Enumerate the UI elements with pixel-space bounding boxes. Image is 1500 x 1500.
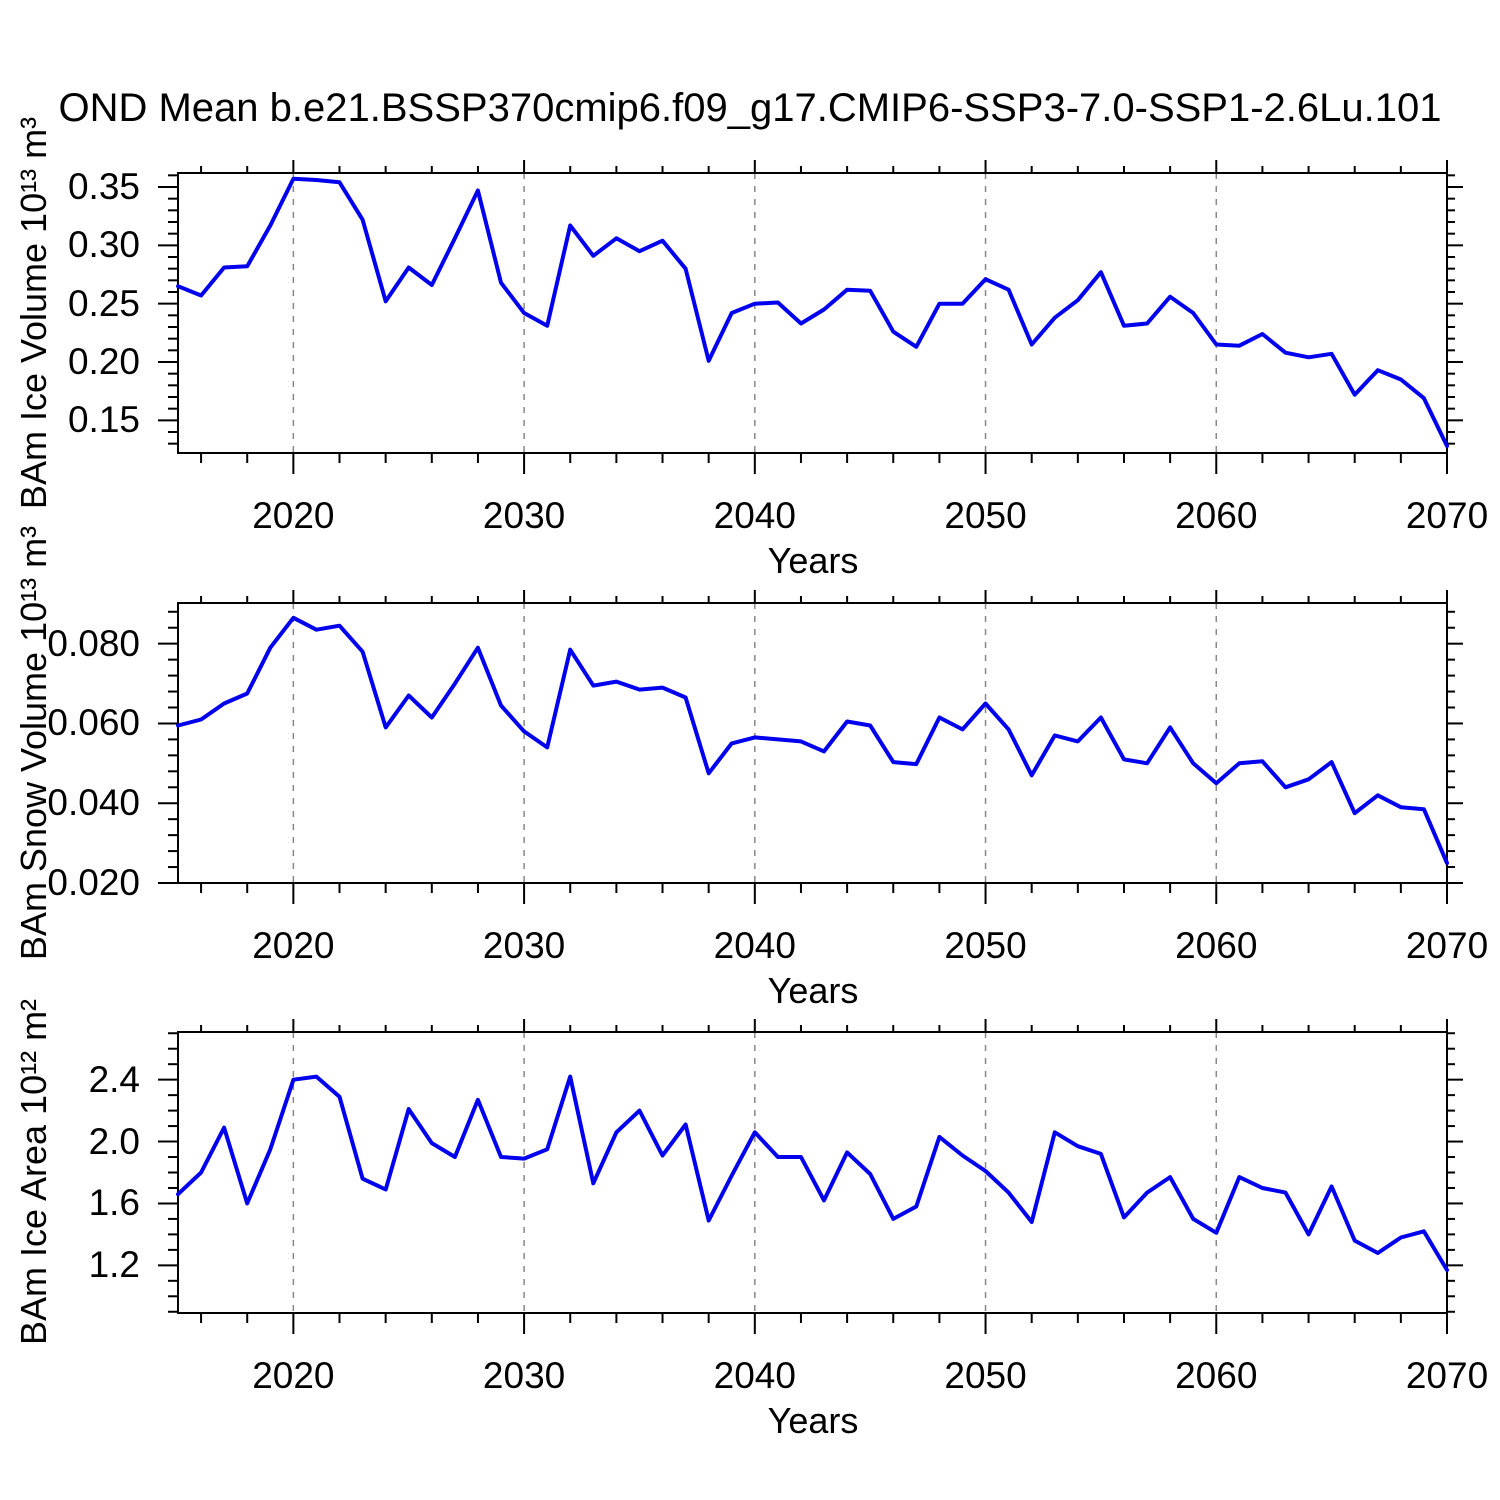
x-tick-label-2070: 2070	[1405, 925, 1489, 966]
y-tick-label: 0.080	[47, 622, 140, 664]
plot-frame	[177, 1031, 1448, 1314]
x-tick-label-2070: 2070	[1405, 1355, 1489, 1396]
x-tick-label-2050: 2050	[944, 1355, 1027, 1396]
data-line-1	[176, 176, 1449, 448]
x-tick-label-2020: 2020	[252, 1355, 335, 1396]
plot-frame	[177, 172, 1448, 454]
x-tick-label-2050: 2050	[944, 495, 1027, 536]
y-axis-title-snow-volume: BAm Snow Volume 10¹³ m³	[13, 525, 54, 961]
x-tick-label-2060: 2060	[1175, 1355, 1258, 1396]
y-tick-label: 0.020	[47, 862, 140, 903]
x-tick-label-2020: 2020	[252, 925, 335, 966]
y-tick-label: 0.35	[67, 166, 140, 207]
x-axis-title-1: Years	[767, 540, 859, 581]
x-tick-label-2040: 2040	[713, 1355, 796, 1396]
x-tick-label-2060: 2060	[1175, 925, 1258, 966]
x-tick-label-2030: 2030	[482, 925, 566, 966]
chart-panel-1	[158, 160, 1463, 474]
y-axis-title-ice-volume: BAm Ice Volume 10¹³ m³	[13, 116, 54, 510]
plot-frame	[177, 602, 1448, 884]
y-tick-label: 2.0	[88, 1120, 140, 1162]
x-tick-label-2050: 2050	[944, 925, 1027, 966]
chart-title: OND Mean b.e21.BSSP370cmip6.f09_g17.CMIP…	[58, 86, 1442, 130]
x-tick-label-2060: 2060	[1175, 495, 1258, 536]
y-tick-label: 0.30	[67, 224, 140, 266]
chart-panel-2	[158, 590, 1463, 904]
y-tick-label: 2.4	[88, 1058, 140, 1100]
x-tick-label-2030: 2030	[482, 1355, 566, 1396]
y-tick-label: 0.15	[67, 399, 140, 441]
x-tick-label-2040: 2040	[713, 495, 796, 536]
x-tick-label-2020: 2020	[252, 495, 335, 536]
y-tick-label: 0.20	[67, 341, 140, 382]
data-line-3	[176, 1074, 1449, 1272]
data-line-2	[176, 615, 1449, 866]
x-tick-label-2040: 2040	[713, 925, 796, 966]
y-tick-label: 1.6	[88, 1182, 140, 1224]
y-tick-label: 0.060	[47, 702, 140, 744]
x-axis-title-3: Years	[767, 1400, 859, 1441]
y-tick-label: 0.040	[47, 782, 140, 824]
y-tick-label: 0.25	[67, 282, 140, 324]
y-axis-title-ice-area: BAm Ice Area 10¹² m²	[13, 998, 54, 1346]
chart-panel-3	[158, 1019, 1463, 1334]
x-tick-label-2070: 2070	[1405, 495, 1489, 536]
y-tick-label: 1.2	[88, 1244, 140, 1286]
x-axis-title-2: Years	[767, 970, 859, 1011]
x-tick-label-2030: 2030	[482, 495, 566, 536]
